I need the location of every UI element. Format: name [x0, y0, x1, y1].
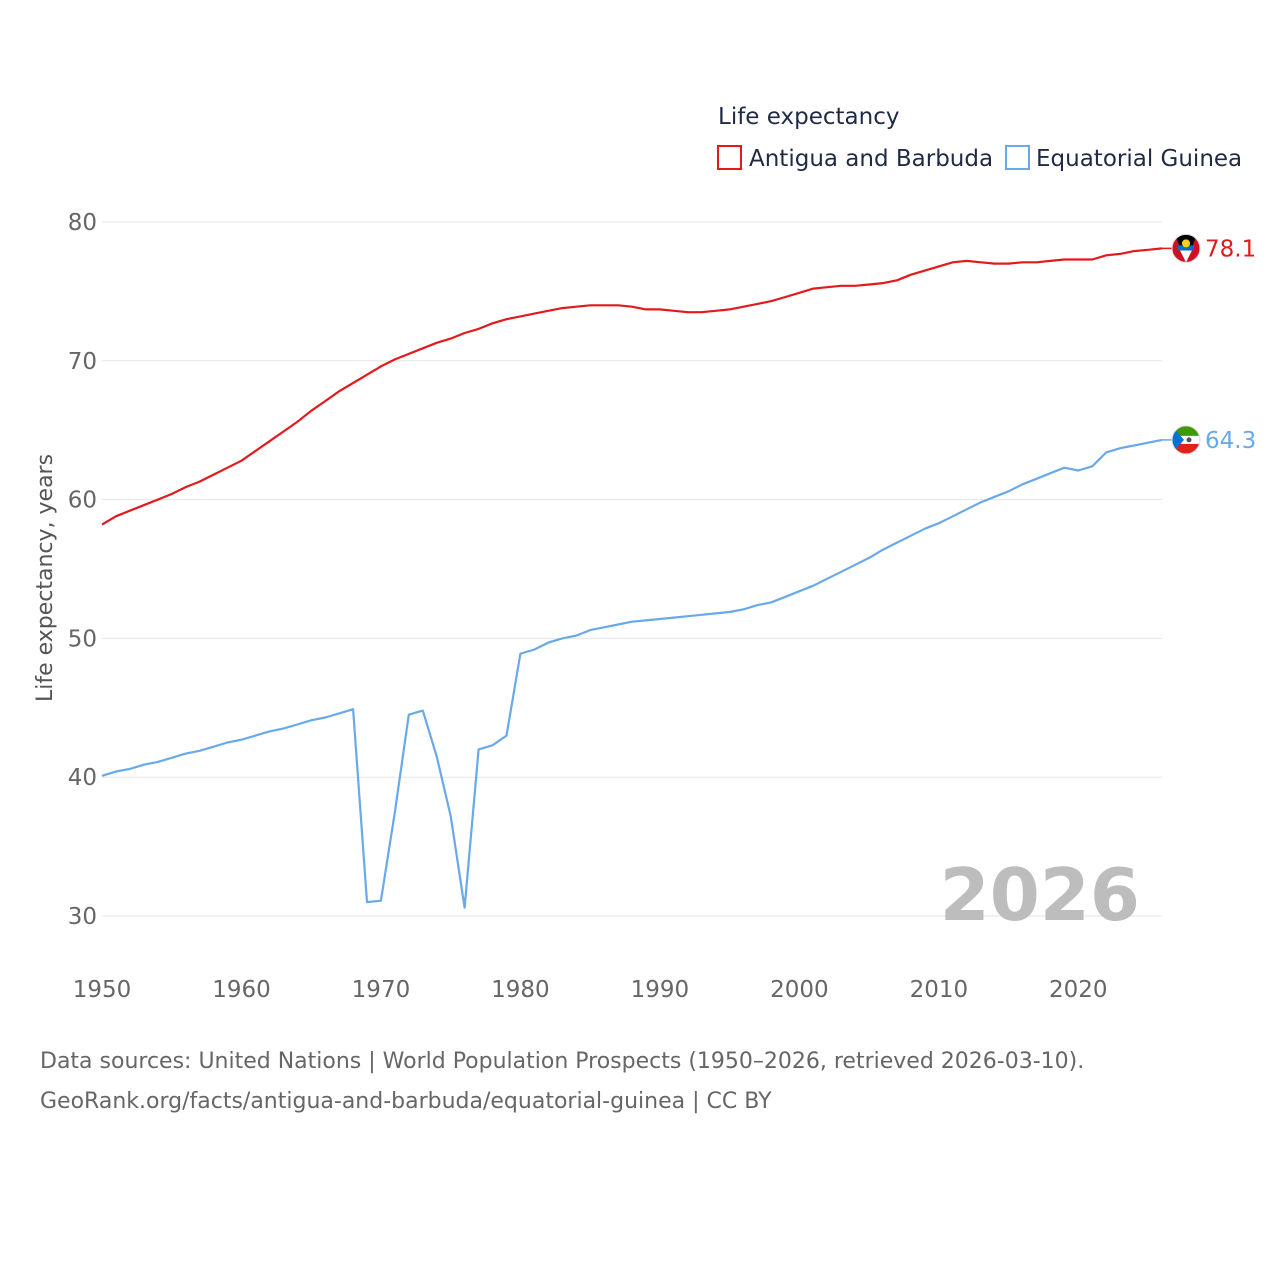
legend-swatch-equatorial-guinea: [1005, 145, 1030, 170]
y-tick-label: 70: [68, 349, 97, 375]
x-tick-label: 1970: [352, 977, 411, 1003]
x-tick-label: 2020: [1049, 977, 1108, 1003]
y-axis-title: Life expectancy, years: [33, 454, 58, 702]
end-value-label: 78.1: [1205, 236, 1256, 262]
y-tick-label: 30: [68, 904, 97, 930]
legend-item-antigua[interactable]: Antigua and Barbuda: [717, 145, 993, 172]
legend-label-equatorial-guinea: Equatorial Guinea: [1036, 146, 1242, 172]
x-tick-label: 1960: [212, 977, 271, 1003]
year-watermark: 2026: [940, 853, 1140, 937]
series-line-0[interactable]: [101, 247, 1163, 526]
legend-label-antigua: Antigua and Barbuda: [749, 146, 993, 172]
end-value-label: 64.3: [1205, 428, 1256, 454]
series-lines: [101, 247, 1163, 909]
life-expectancy-chart: 30 40 50 60 70 80 1950 1960 1970 1980 1990 2000 201…: [33, 104, 1256, 1003]
series-line-1[interactable]: [101, 438, 1163, 909]
y-tick-label: 80: [68, 210, 97, 236]
legend-item-equatorial-guinea[interactable]: Equatorial Guinea: [1005, 145, 1242, 172]
footer-link[interactable]: GeoRank.org/facts/antigua-and-barbuda/eq…: [40, 1089, 772, 1114]
grid-lines: [102, 221, 1162, 917]
footer: Data sources: United Nations | World Pop…: [40, 1042, 1260, 1122]
x-tick-label: 1990: [631, 977, 690, 1003]
legend: Life expectancy Antigua and Barbuda Equa…: [717, 104, 1242, 172]
y-tick-label: 60: [68, 488, 97, 514]
y-axis-ticks: 30 40 50 60 70 80: [68, 210, 97, 930]
legend-title: Life expectancy: [718, 104, 899, 130]
x-tick-label: 1980: [491, 977, 550, 1003]
end-markers: 78.1 64.3: [1162, 233, 1256, 455]
x-tick-label: 1950: [73, 977, 132, 1003]
equatorial-guinea-flag-icon: [1171, 425, 1201, 455]
x-axis-ticks: 1950 1960 1970 1980 1990 2000 2010 2020: [73, 977, 1108, 1003]
x-tick-label: 2000: [770, 977, 829, 1003]
legend-swatch-antigua: [717, 145, 742, 170]
footer-sources: Data sources: United Nations | World Pop…: [40, 1049, 1085, 1074]
y-tick-label: 50: [68, 626, 97, 652]
x-tick-label: 2010: [910, 977, 969, 1003]
antigua-barbuda-flag-icon: [1171, 233, 1201, 263]
y-tick-label: 40: [68, 765, 97, 791]
